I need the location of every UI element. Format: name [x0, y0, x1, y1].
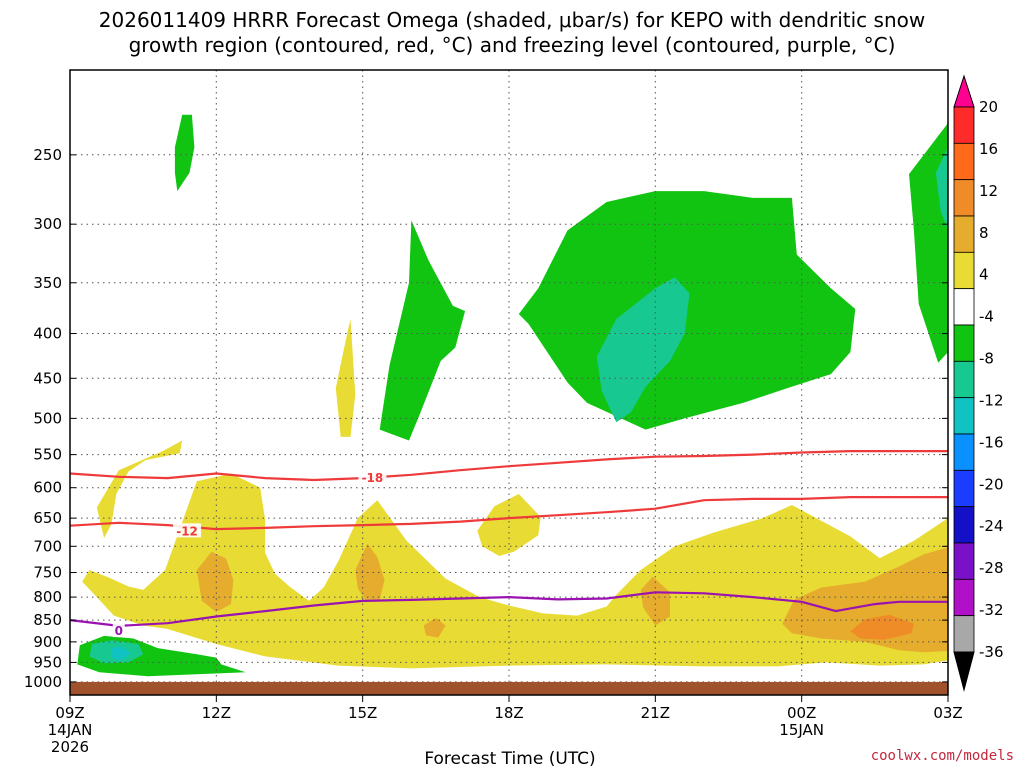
colorbar-box-13 [953, 578, 975, 617]
colorbar-label-10: -24 [979, 517, 1004, 535]
omega-region-w-4-8-0 [174, 114, 195, 192]
colorbar-box-6 [953, 324, 975, 362]
colorbar-label-0: 20 [979, 98, 998, 116]
colorbar-box-10 [953, 469, 975, 508]
colorbar-box-11 [953, 506, 975, 544]
isotherm-minus-18-label-bg [358, 470, 387, 485]
omega-region-w12-16-18 [850, 614, 914, 640]
colorbar-label-2: 12 [979, 182, 998, 200]
omega-region-w8-12-15 [423, 617, 446, 638]
colorbar-box-0 [953, 106, 975, 144]
colorbar-label-5: -4 [979, 308, 994, 326]
isotherm-0-line [69, 591, 948, 627]
isotherm-minus-18-label: -18 [362, 471, 384, 485]
omega-shading-layer [77, 114, 948, 677]
ytick-label-800: 800 [33, 588, 62, 606]
colorbar-label-4: 4 [979, 266, 989, 284]
ytick-label-750: 750 [33, 564, 62, 582]
colorbar-box-2 [953, 179, 975, 217]
colorbar-label-7: -12 [979, 391, 1004, 409]
ytick-label-350: 350 [33, 274, 62, 292]
colorbar-box-1 [953, 142, 975, 181]
gridlines [70, 70, 948, 695]
isotherm-0-label: 0 [115, 624, 123, 638]
ytick-label-300: 300 [33, 215, 62, 233]
ytick-label-850: 850 [33, 611, 62, 629]
omega-region-w-8-12-5 [935, 147, 948, 231]
xtick-label-12Z: 12Z [202, 704, 231, 722]
xtick-label-18Z: 18Z [494, 704, 523, 722]
colorbar-box-7 [953, 360, 975, 399]
colorbar-box-3 [953, 215, 975, 253]
omega-region-w8-12-14 [355, 543, 385, 600]
ytick-label-550: 550 [33, 446, 62, 464]
chart-title-line1: 2026011409 HRRR Forecast Omega (shaded, … [99, 8, 925, 32]
colorbar-label-12: -32 [979, 601, 1004, 619]
omega-region-w-4-8-4 [909, 123, 948, 363]
ytick-label-650: 650 [33, 509, 62, 527]
colorbar-box-14 [953, 615, 975, 653]
colorbar-box-5 [953, 288, 975, 326]
chart-title-line2: growth region (contoured, red, °C) and f… [129, 33, 896, 57]
colorbar-label-6: -8 [979, 350, 994, 368]
credit-text: coolwx.com/models [871, 748, 1014, 764]
xtick-label-21Z: 21Z [641, 704, 670, 722]
colorbar-box-12 [953, 542, 975, 580]
colorbar-label-1: 16 [979, 140, 998, 158]
ytick-label-950: 950 [33, 653, 62, 671]
ytick-label-450: 450 [33, 369, 62, 387]
xtick-sublabel2-09Z: 2026 [51, 738, 89, 756]
xtick-label-15Z: 15Z [348, 704, 377, 722]
omega-region-w4-8-10 [82, 473, 948, 669]
contour-lines: -18 -12 0 [69, 450, 948, 638]
colorbar-label-9: -20 [979, 475, 1004, 493]
colorbar-top-arrow [953, 74, 975, 108]
ytick-label-500: 500 [33, 409, 62, 427]
omega-region-w-12-16-8 [111, 646, 131, 661]
ytick-label-600: 600 [33, 479, 62, 497]
colorbar-label-3: 8 [979, 224, 989, 242]
omega-region-w-8-12-2 [596, 277, 690, 423]
xtick-sublabel-00Z: 15JAN [779, 721, 824, 739]
ytick-label-1000: 1000 [24, 673, 62, 691]
ytick-label-900: 900 [33, 633, 62, 651]
omega-region-w8-12-16 [640, 576, 670, 626]
omega-region-w4-8-11 [477, 494, 541, 556]
omega-region-w4-8-9 [96, 440, 183, 539]
colorbar-box-4 [953, 251, 975, 290]
isotherm-minus-12-line [69, 496, 948, 531]
isotherm-minus-18-line [69, 450, 948, 482]
ytick-label-700: 700 [33, 537, 62, 555]
colorbar-bottom-arrow [953, 651, 975, 692]
ytick-label-250: 250 [33, 146, 62, 164]
isotherm-minus-12-label: -12 [176, 524, 198, 538]
isotherm-minus-12-label-bg [173, 523, 202, 538]
colorbar: 20 16 12 8 4 -4 -8 -12 -16 -20 -24 -28 -32 -36 [953, 74, 1004, 692]
ytick-label-400: 400 [33, 325, 62, 343]
ground-surface [70, 681, 948, 695]
x-axis-title: Forecast Time (UTC) [424, 749, 595, 768]
isotherm-0-label-bg [112, 623, 125, 638]
pressure-axis: 250 300 350 400 450 500 550 600 650 700 750 800 850 9… [24, 146, 948, 691]
colorbar-label-11: -28 [979, 559, 1004, 577]
xtick-sublabel-09Z: 14JAN [48, 721, 93, 739]
colorbar-box-9 [953, 433, 975, 471]
colorbar-box-8 [953, 397, 975, 435]
colorbar-label-8: -16 [979, 433, 1004, 451]
omega-region-w-4-8-3 [379, 220, 466, 441]
colorbar-label-13: -36 [979, 643, 1004, 661]
xtick-label-09Z: 09Z [55, 704, 84, 722]
xtick-label-03Z: 03Z [933, 704, 962, 722]
xtick-label-00Z: 00Z [787, 704, 816, 722]
